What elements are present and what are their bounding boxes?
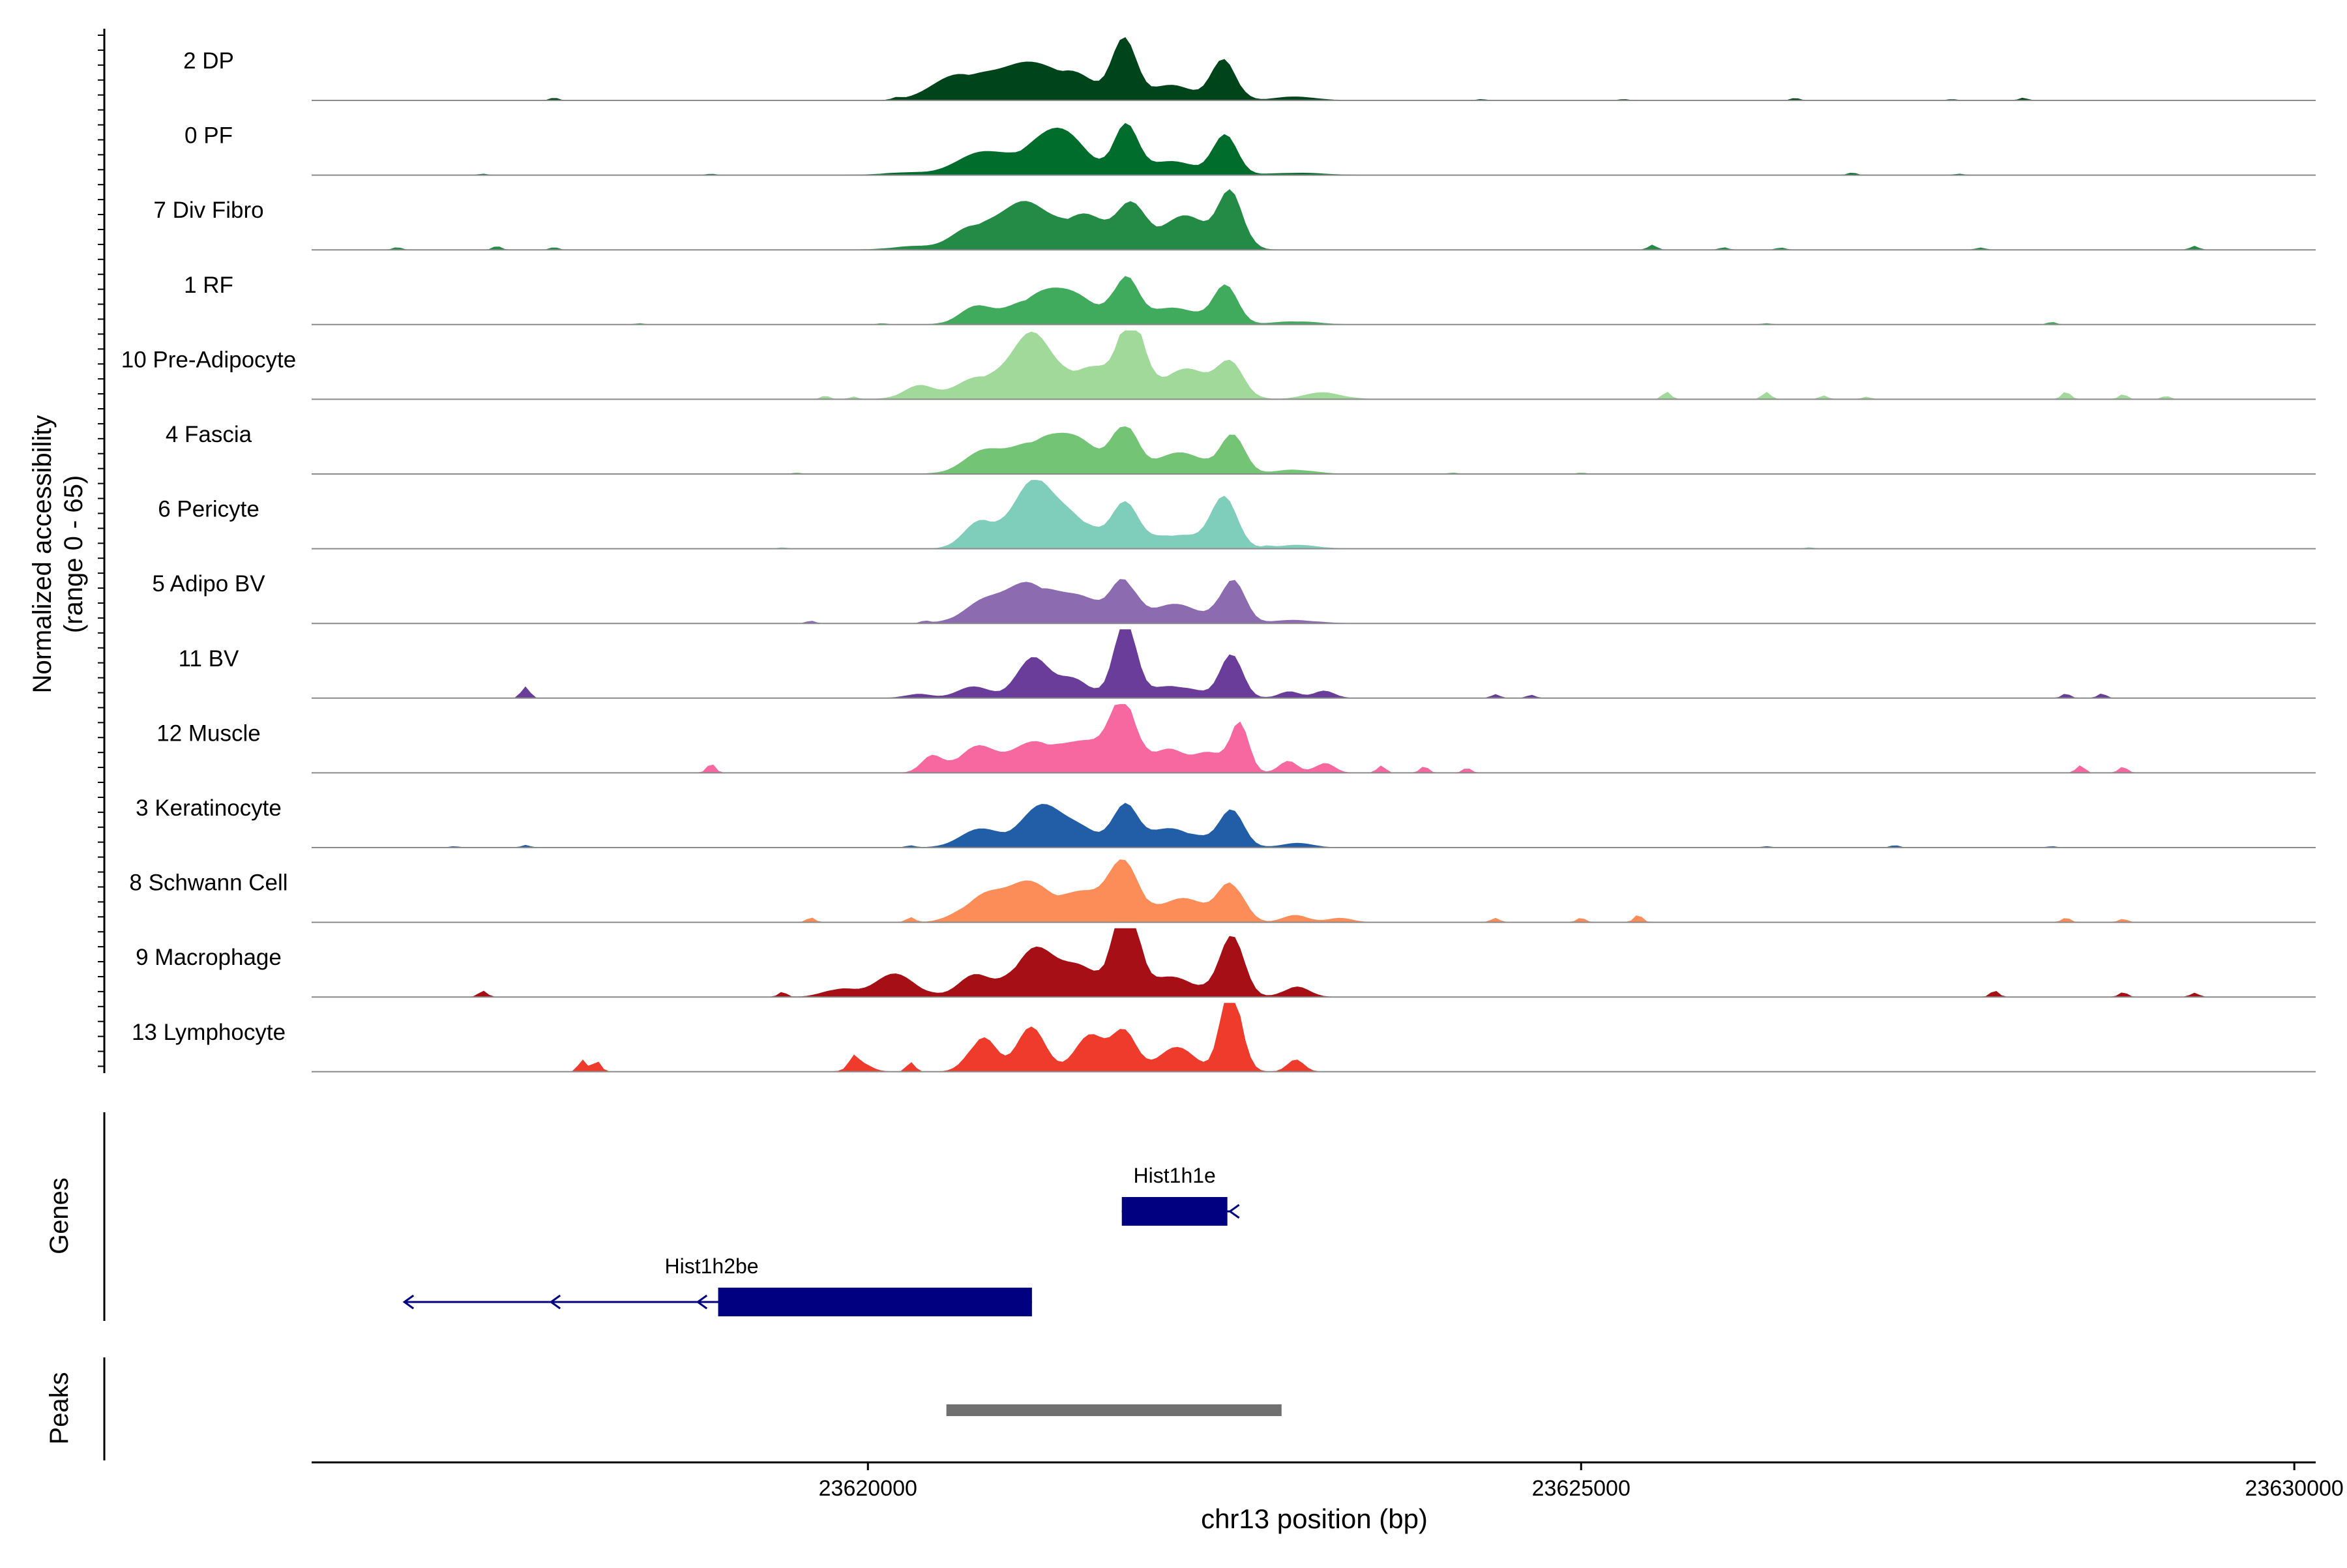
track-7: 6 Pericyte [158, 480, 2316, 550]
track-10: 12 Muscle [156, 703, 2316, 774]
coverage-area [312, 189, 2316, 250]
y-axis-label-group: Normalized accessibility (range 0 - 65) [28, 415, 88, 694]
track-label: 13 Lymphocyte [132, 1020, 286, 1045]
track-label: 11 BV [179, 646, 239, 672]
track-label: 2 DP [183, 48, 234, 74]
track-label: 7 Div Fibro [153, 198, 263, 223]
y-axis-label-line2: (range 0 - 65) [59, 475, 88, 633]
coverage-area [312, 579, 2316, 624]
genes-panel-label: Genes [45, 1177, 74, 1254]
strand-arrow [549, 1294, 561, 1310]
track-label: 4 Fascia [166, 422, 252, 447]
coverage-area [312, 1003, 2316, 1072]
peak-region-bar [946, 1404, 1282, 1416]
coverage-area [312, 928, 2316, 998]
gene-Hist1h2be: Hist1h2be [402, 1254, 1032, 1316]
track-11: 3 Keratinocyte [136, 795, 2316, 848]
coverage-area [312, 803, 2316, 848]
track-5: 10 Pre-Adipocyte [121, 330, 2316, 400]
track-label: 12 Muscle [156, 720, 261, 746]
strand-arrow [1228, 1204, 1240, 1219]
track-label: 9 Macrophage [136, 945, 282, 970]
track-12: 8 Schwann Cell [129, 859, 2316, 923]
gene-exon [718, 1288, 1032, 1316]
x-tick-label: 23630000 [2245, 1476, 2344, 1501]
coverage-area [312, 859, 2316, 923]
gene-annotation-panel: Genes Hist1h1e Hist1h2be [45, 1112, 1240, 1321]
coverage-area [312, 330, 2316, 400]
track-2: 0 PF [185, 123, 2316, 176]
track-label: 10 Pre-Adipocyte [121, 347, 296, 372]
x-tick-label: 23625000 [1532, 1476, 1631, 1501]
track-8: 5 Adipo BV [152, 571, 2316, 625]
x-tick-label: 23620000 [819, 1476, 917, 1501]
coverage-area [312, 629, 2316, 699]
track-label: 0 PF [185, 123, 233, 149]
track-label: 5 Adipo BV [152, 571, 265, 597]
track-label: 3 Keratinocyte [136, 795, 282, 821]
coverage-area [312, 276, 2316, 325]
coverage-area [312, 426, 2316, 475]
coverage-area [312, 703, 2316, 773]
y-axis-label-line1: Normalized accessibility [28, 415, 57, 694]
track-6: 4 Fascia [166, 422, 2316, 475]
strand-arrow [402, 1294, 415, 1310]
peaks-panel-label: Peaks [45, 1372, 74, 1444]
gene-name-label: Hist1h2be [665, 1254, 759, 1278]
coverage-tracks: 2 DP 0 PF 7 Div Fibro 1 RF 10 Pre-Adipocyte 4… [98, 29, 2316, 1073]
strand-arrow [696, 1294, 708, 1310]
coverage-area [312, 123, 2316, 176]
track-label: 8 Schwann Cell [129, 870, 288, 896]
gene-name-label: Hist1h1e [1134, 1164, 1216, 1187]
track-label: 1 RF [184, 273, 233, 298]
peaks-panel: Peaks [45, 1357, 1282, 1460]
track-4: 1 RF [184, 273, 2316, 325]
track-label: 6 Pericyte [158, 497, 259, 522]
gene-Hist1h1e: Hist1h1e [1121, 1164, 1240, 1226]
x-axis: chr13 position (bp) 23620000 23625000 2363… [312, 1461, 2344, 1534]
gene-exon [1121, 1197, 1228, 1226]
track-3: 7 Div Fibro [153, 189, 2316, 251]
track-13: 9 Macrophage [136, 928, 2316, 998]
track-14: 13 Lymphocyte [132, 1003, 2316, 1072]
coverage-area [312, 480, 2316, 550]
track-9: 11 BV [179, 629, 2316, 699]
track-1: 2 DP [183, 37, 2316, 101]
x-axis-label: chr13 position (bp) [1201, 1503, 1428, 1534]
y-axis-ticks [98, 35, 104, 1067]
coverage-area [312, 37, 2316, 101]
